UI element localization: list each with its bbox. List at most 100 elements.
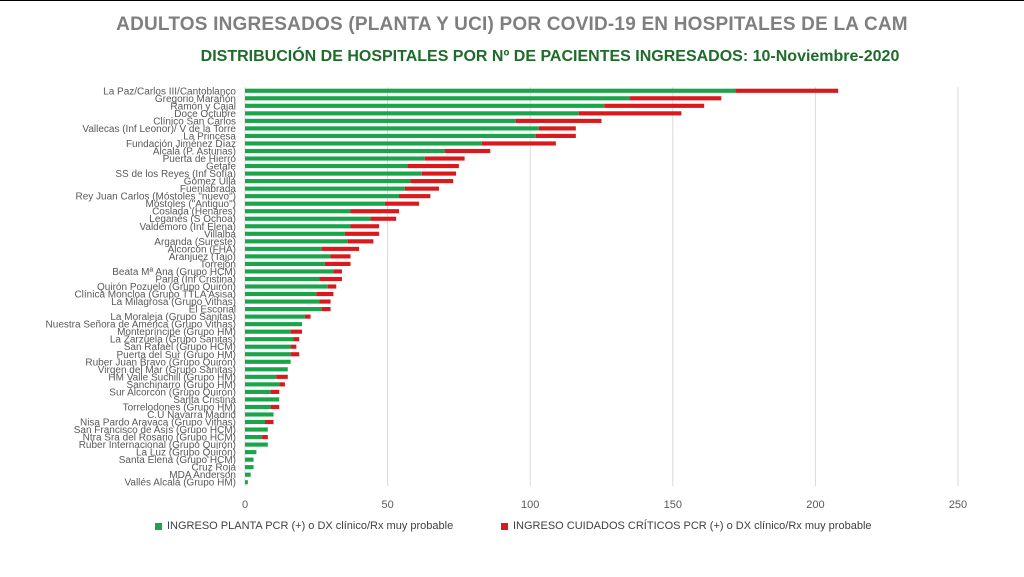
category-label: Clínico San Carlos [153,116,236,127]
category-label: HM Valle Suchill (Grupo HM) [108,372,236,383]
category-label: La Moraleja (Grupo Sanitas) [110,312,236,323]
bar-planta [245,276,320,282]
bar-uci [324,261,351,266]
category-label: Parla (Inf Cristina) [155,274,236,285]
bar-planta [245,284,328,289]
category-label: Puerta de Hierro [163,154,237,165]
bar-planta [245,389,271,394]
x-tick-label: 150 [664,499,682,511]
bar-planta [245,434,263,440]
top-rule [0,0,1024,1]
bar-uci [322,307,331,312]
category-label: Leganés (S Ochoa) [149,214,236,225]
bar-planta [245,194,400,199]
category-label: Nuestra Señora de América (Grupo Vithas) [46,320,236,331]
bar-uci [424,156,465,161]
bar-planta [245,261,325,266]
category-label: Aranjuez (Tajo) [169,252,236,263]
bar-uci [264,419,274,425]
bar-planta [245,291,317,297]
bar-planta [245,412,274,417]
bar-uci [578,111,682,116]
bar-planta [245,480,248,485]
bar-uci [293,337,300,342]
bar-planta [245,299,320,304]
bar-planta [245,472,251,477]
bar-planta [245,201,385,206]
category-label: Santa Elena (Grupo HCM) [119,455,236,466]
x-tick-label: 250 [949,499,967,511]
bar-planta [245,186,405,191]
bar-uci [410,179,454,184]
category-label: La Princesa [183,131,236,142]
legend-swatch-uci [501,522,508,530]
category-label: Ntra Sra del Rosario (Grupo HCM) [83,433,236,444]
legend-label-planta: INGRESO PLANTA PCR (+) o DX clínico/Rx m… [167,520,454,532]
category-label: Santa Cristina [173,395,236,406]
category-label: Fundación Jiménez Díaz [126,139,236,150]
bar-uci [735,88,839,93]
bar-planta [245,133,536,139]
category-label: Ruber Internacional (Grupo Quirón) [79,440,236,451]
bar-planta [245,231,345,236]
bar-planta [245,254,331,259]
bar-uci [370,216,397,221]
bar-uci [630,96,722,101]
bar-uci [290,352,300,357]
bar-planta [245,96,631,101]
category-label: Rey Juan Carlos (Móstoles "nuevo") [76,192,237,203]
bar-uci [276,374,288,379]
category-label: Doce Octubre [174,109,236,120]
bar-uci [316,291,334,297]
category-label: Alcalá (P. Asturias) [153,146,236,157]
bar-planta [245,269,334,274]
bar-planta [245,179,411,184]
bar-planta [245,427,268,432]
bar-uci [404,186,439,191]
bar-planta [245,442,268,447]
category-label: Puerta del Sur (Grupo HM) [117,350,237,361]
category-label: La Zarzuela (Grupo Sanitas) [110,335,236,346]
category-label: Valdemoro (Inf Elena) [139,222,236,233]
bar-uci [327,284,337,289]
bar-uci [290,329,303,334]
bar-planta [245,307,323,312]
bar-uci [350,224,380,229]
bar-uci [319,276,342,282]
bar-planta [245,103,605,108]
bar-planta [245,171,422,176]
bar-planta [245,367,288,372]
bar-planta [245,314,305,319]
category-label: Villalba [204,229,236,240]
x-tick-labels: 0 50 100 150 200 250 [242,499,967,511]
category-label: Alcorcón (FHA) [168,244,236,255]
bar-uci [384,201,419,206]
x-tick-label: 100 [521,499,539,511]
bar-uci [304,314,311,319]
bar-planta [245,224,351,229]
bar-uci [515,118,602,123]
category-label: Vallés Alcalá (Grupo HM) [124,478,236,489]
category-label: Montepríncipe (Grupo HM) [117,327,236,338]
bar-uci [344,231,380,236]
category-label: Getafe [206,162,236,173]
category-label: Fuenlabrada [180,184,237,195]
bar-planta [245,322,303,327]
bar-planta [245,88,736,93]
bar-planta [245,465,254,470]
category-label: Beata Mª Ana (Grupo HCM) [112,267,236,278]
category-label: Quirón Pozuelo (Grupo Quirón) [97,282,236,293]
gridlines [244,87,959,486]
bars [245,88,839,485]
category-label: Coslada (Henares) [152,207,236,218]
category-label: MDA Anderson [169,470,236,481]
category-label: El Escorial [189,305,236,316]
category-label: Gregorio Marañón [155,94,236,105]
category-label: La Paz/Carlos III/Cantoblanco [103,86,236,97]
bar-uci [290,344,297,349]
bar-uci [333,269,342,274]
bar-planta [245,246,323,251]
bar-planta [245,419,265,425]
category-label: Vallecas (Inf Leonor)/ V de la Torre [82,124,236,135]
